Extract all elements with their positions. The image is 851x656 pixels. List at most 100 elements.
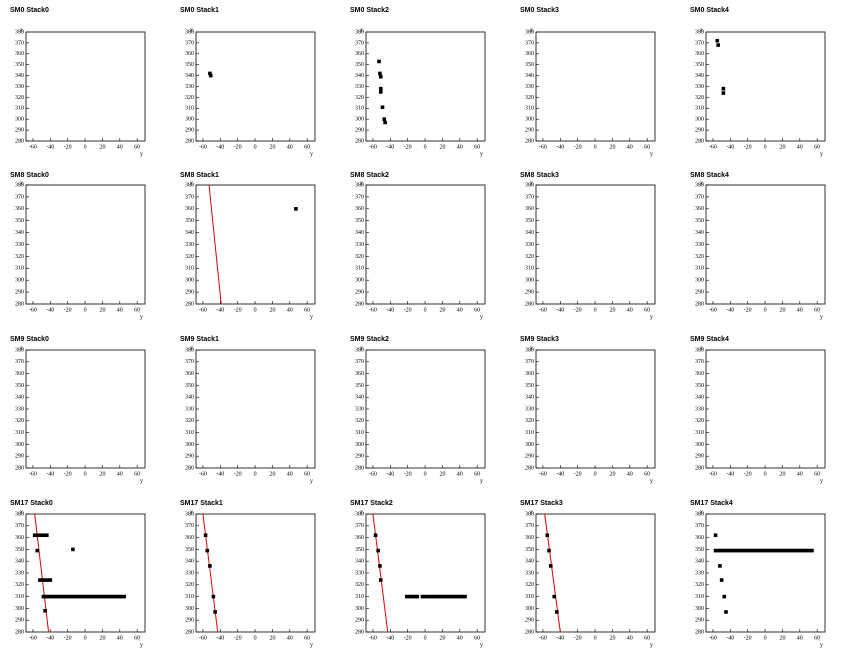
y-tick-label: 310 [15, 106, 24, 112]
y-tick-label: 380 [525, 29, 534, 35]
y-tick-label: 280 [15, 301, 24, 307]
hit-marker [380, 105, 385, 110]
hit-marker [405, 594, 409, 599]
y-tick-label: 360 [15, 535, 24, 541]
y-tick-label: 360 [695, 535, 704, 541]
y-tick-label: 310 [15, 594, 24, 600]
x-tick-label: 20 [609, 307, 615, 313]
y-tick-label: 380 [695, 182, 704, 188]
hit-marker [376, 548, 380, 553]
hit-marker [377, 59, 381, 64]
plot-frame [535, 31, 656, 142]
hit-marker [773, 548, 778, 553]
x-tick-label: -60 [539, 471, 547, 477]
y-tick-label: 340 [525, 559, 534, 565]
panel-title: SM9 Stack0 [10, 336, 49, 343]
y-tick-label: 370 [15, 523, 24, 529]
hit-marker [83, 594, 87, 599]
x-axis-label: y [480, 642, 483, 648]
hit-marker [768, 548, 773, 553]
hit-marker [54, 594, 59, 599]
plot-frame [535, 184, 656, 305]
y-tick-label: 380 [695, 347, 704, 353]
hit-marker [721, 548, 726, 553]
hit-marker [799, 548, 804, 553]
y-tick-label: 320 [695, 95, 704, 101]
y-tick-label: 330 [355, 242, 364, 248]
hit-marker [45, 533, 49, 538]
y-tick-label: 320 [15, 582, 24, 588]
hit-marker [88, 594, 93, 599]
x-tick-label: 0 [594, 307, 597, 313]
hit-marker [458, 594, 462, 599]
y-tick-label: 370 [695, 194, 704, 200]
y-tick-label: 320 [185, 582, 194, 588]
y-tick-label: 340 [355, 230, 364, 236]
hit-marker [85, 594, 90, 599]
y-tick-label: 330 [355, 84, 364, 90]
hit-marker [98, 594, 103, 599]
x-tick-label: 20 [99, 471, 105, 477]
hit-marker [208, 564, 212, 568]
y-tick-label: 290 [355, 127, 364, 133]
y-tick-label: 350 [185, 218, 194, 224]
x-axis-label: y [310, 642, 313, 648]
x-tick-label: -60 [539, 307, 547, 313]
y-tick-label: 340 [185, 73, 194, 79]
x-tick-label: -40 [386, 144, 394, 150]
x-tick-label: -40 [216, 471, 224, 477]
y-tick-label: 290 [355, 454, 364, 460]
y-tick-label: 360 [355, 51, 364, 57]
hit-marker [776, 548, 780, 553]
x-tick-label: 0 [764, 635, 767, 641]
hit-marker [718, 564, 722, 568]
y-tick-label: 280 [15, 465, 24, 471]
hit-marker [49, 594, 53, 599]
hit-marker [771, 548, 775, 553]
panel-title: SM8 Stack4 [690, 172, 729, 179]
y-axis-label: x [20, 27, 23, 33]
y-tick-label: 340 [695, 559, 704, 565]
plot-frame [535, 349, 656, 469]
hit-marker [555, 610, 559, 614]
x-tick-label: 40 [457, 144, 463, 150]
y-tick-label: 330 [525, 84, 534, 90]
x-tick-label: 60 [644, 307, 650, 313]
hit-marker [431, 594, 436, 599]
x-tick-label: -60 [709, 144, 717, 150]
panel: SM0 Stack2 -60 -40 -20 0 20 40 60 280 290 300 310 32… [350, 7, 486, 157]
x-tick-label: 0 [594, 471, 597, 477]
x-tick-label: 20 [269, 144, 275, 150]
y-tick-label: 320 [15, 254, 24, 260]
hit-marker [412, 594, 417, 599]
y-tick-label: 320 [15, 95, 24, 101]
y-tick-label: 380 [15, 29, 24, 35]
y-tick-label: 290 [525, 454, 534, 460]
y-tick-label: 360 [185, 51, 194, 57]
y-tick-label: 290 [185, 127, 194, 133]
hit-marker [439, 594, 444, 599]
y-tick-label: 310 [185, 266, 194, 272]
y-tick-label: 330 [355, 406, 364, 412]
y-tick-label: 350 [185, 62, 194, 68]
y-tick-label: 320 [525, 95, 534, 101]
x-tick-label: 60 [134, 144, 140, 150]
hit-marker [784, 548, 788, 553]
y-tick-label: 360 [695, 51, 704, 57]
hit-marker [43, 578, 47, 582]
x-tick-label: -20 [744, 635, 752, 641]
x-tick-label: 0 [84, 471, 87, 477]
y-tick-label: 370 [525, 40, 534, 46]
hit-marker [109, 594, 113, 599]
y-tick-label: 320 [185, 95, 194, 101]
hit-marker [713, 533, 718, 538]
panel-title: SM0 Stack0 [10, 7, 49, 14]
hit-marker [721, 86, 726, 91]
x-tick-label: -40 [46, 635, 54, 641]
x-tick-label: 0 [84, 144, 87, 150]
hit-marker [750, 548, 754, 553]
y-tick-label: 330 [15, 242, 24, 248]
hit-marker [294, 207, 298, 211]
x-tick-label: 0 [424, 144, 427, 150]
